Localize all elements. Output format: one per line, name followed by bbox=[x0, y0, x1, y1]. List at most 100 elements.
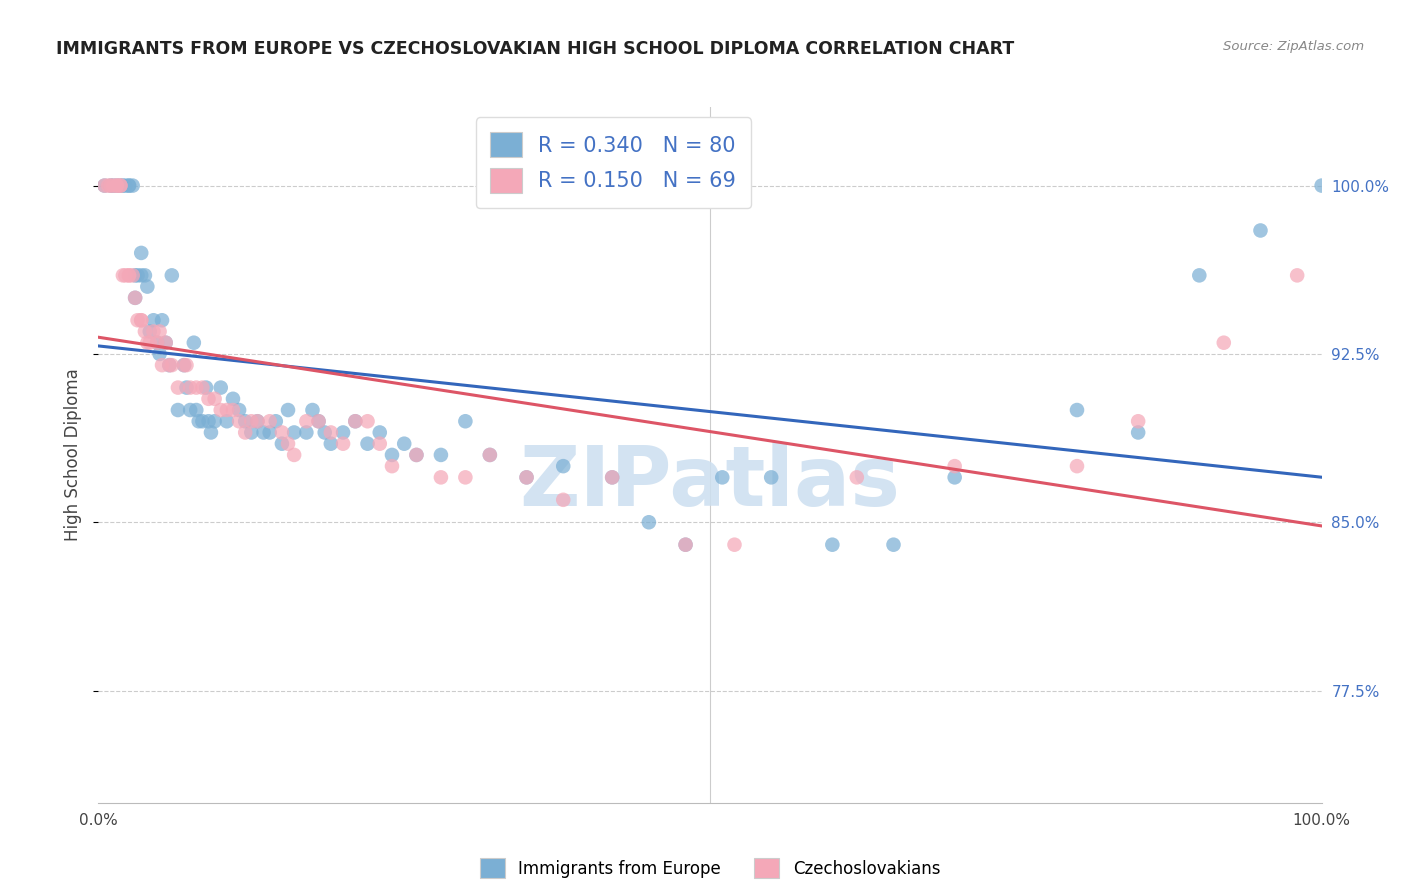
Point bbox=[711, 470, 734, 484]
Point bbox=[124, 291, 146, 305]
Point bbox=[105, 178, 128, 193]
Point bbox=[191, 414, 214, 428]
Point bbox=[277, 403, 299, 417]
Point bbox=[129, 313, 152, 327]
Point bbox=[101, 178, 124, 193]
Point bbox=[93, 178, 115, 193]
Point bbox=[97, 178, 120, 193]
Point bbox=[173, 358, 195, 372]
Point bbox=[179, 403, 201, 417]
Point bbox=[943, 470, 966, 484]
Point bbox=[100, 178, 122, 193]
Point bbox=[197, 414, 219, 428]
Point bbox=[1286, 268, 1309, 283]
Point bbox=[845, 470, 868, 484]
Point bbox=[252, 425, 274, 440]
Point bbox=[277, 436, 299, 450]
Point bbox=[179, 381, 201, 395]
Point bbox=[356, 414, 378, 428]
Point bbox=[176, 381, 198, 395]
Point bbox=[173, 358, 195, 372]
Point bbox=[139, 325, 162, 339]
Point bbox=[356, 436, 378, 450]
Point bbox=[405, 448, 427, 462]
Point bbox=[111, 268, 134, 283]
Point bbox=[332, 425, 354, 440]
Point bbox=[121, 178, 143, 193]
Point bbox=[215, 403, 238, 417]
Point bbox=[454, 470, 477, 484]
Point bbox=[368, 425, 391, 440]
Point bbox=[314, 425, 336, 440]
Point bbox=[553, 492, 575, 507]
Point bbox=[105, 178, 128, 193]
Point bbox=[430, 448, 453, 462]
Point bbox=[295, 425, 318, 440]
Point bbox=[638, 515, 661, 529]
Point bbox=[110, 178, 132, 193]
Point bbox=[118, 178, 141, 193]
Point bbox=[200, 425, 222, 440]
Point bbox=[187, 414, 209, 428]
Point bbox=[105, 178, 128, 193]
Text: Source: ZipAtlas.com: Source: ZipAtlas.com bbox=[1223, 40, 1364, 54]
Point bbox=[478, 448, 501, 462]
Point bbox=[478, 448, 501, 462]
Point bbox=[246, 414, 269, 428]
Point bbox=[114, 178, 136, 193]
Point bbox=[240, 414, 263, 428]
Point bbox=[264, 414, 287, 428]
Point bbox=[723, 538, 745, 552]
Point bbox=[197, 392, 219, 406]
Point bbox=[600, 470, 623, 484]
Point bbox=[134, 325, 156, 339]
Point bbox=[283, 425, 305, 440]
Point bbox=[233, 414, 256, 428]
Point bbox=[270, 436, 294, 450]
Point bbox=[259, 425, 281, 440]
Point bbox=[139, 335, 162, 350]
Point bbox=[600, 470, 623, 484]
Point bbox=[110, 178, 132, 193]
Point bbox=[146, 335, 169, 350]
Point bbox=[111, 178, 134, 193]
Point bbox=[129, 268, 152, 283]
Point bbox=[101, 178, 124, 193]
Point bbox=[149, 347, 172, 361]
Point bbox=[110, 178, 132, 193]
Point bbox=[1249, 223, 1271, 237]
Point bbox=[344, 414, 367, 428]
Y-axis label: High School Diploma: High School Diploma bbox=[65, 368, 83, 541]
Point bbox=[222, 403, 245, 417]
Point bbox=[332, 436, 354, 450]
Point bbox=[943, 459, 966, 474]
Point bbox=[308, 414, 330, 428]
Point bbox=[129, 246, 152, 260]
Point bbox=[118, 268, 141, 283]
Point bbox=[405, 448, 427, 462]
Point bbox=[204, 392, 226, 406]
Point bbox=[134, 268, 156, 283]
Point bbox=[124, 268, 146, 283]
Legend: Immigrants from Europe, Czechoslovakians: Immigrants from Europe, Czechoslovakians bbox=[474, 851, 946, 885]
Point bbox=[129, 313, 152, 327]
Point bbox=[191, 381, 214, 395]
Point bbox=[160, 268, 183, 283]
Point bbox=[240, 425, 263, 440]
Point bbox=[675, 538, 697, 552]
Point bbox=[160, 358, 183, 372]
Point bbox=[430, 470, 453, 484]
Point bbox=[259, 414, 281, 428]
Point bbox=[93, 178, 115, 193]
Point bbox=[114, 268, 136, 283]
Point bbox=[675, 538, 697, 552]
Point bbox=[155, 335, 177, 350]
Point bbox=[100, 178, 122, 193]
Point bbox=[295, 414, 318, 428]
Point bbox=[553, 459, 575, 474]
Point bbox=[1212, 335, 1234, 350]
Point bbox=[283, 448, 305, 462]
Point bbox=[209, 403, 232, 417]
Point bbox=[1066, 459, 1088, 474]
Point bbox=[368, 436, 391, 450]
